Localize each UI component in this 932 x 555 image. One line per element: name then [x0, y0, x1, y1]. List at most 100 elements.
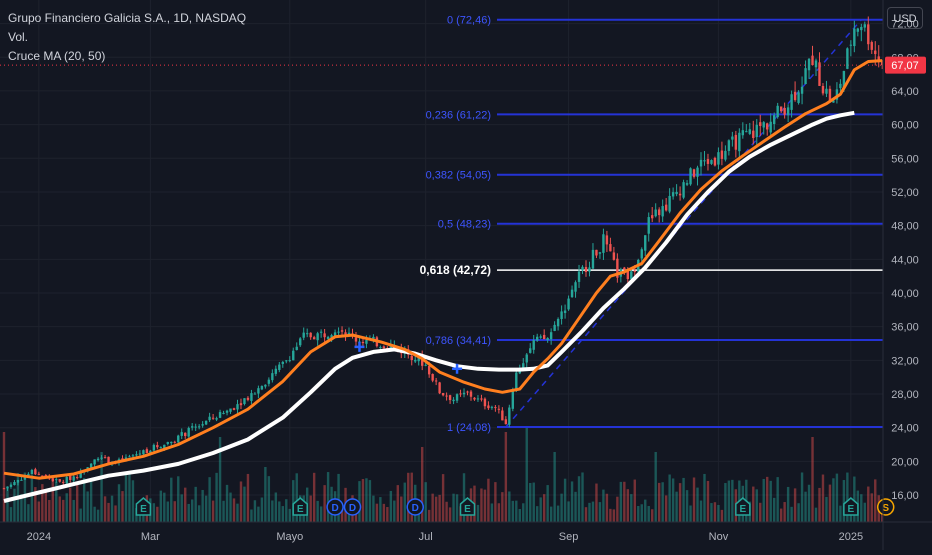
fib-trend-line [505, 19, 862, 428]
candle-body [567, 298, 570, 310]
volume-bar [480, 488, 483, 522]
volume-bar [696, 487, 699, 522]
candle [215, 416, 218, 422]
candle-body [766, 123, 769, 130]
candle-body [779, 106, 783, 112]
split-icon-letter: S [882, 503, 889, 514]
candle [299, 337, 302, 347]
candle-body [156, 445, 159, 448]
candle [145, 447, 149, 454]
candle-body [522, 363, 525, 369]
volume-bar [525, 427, 528, 522]
candle-body [661, 206, 664, 217]
candle-body [410, 355, 413, 361]
volume-bar [232, 498, 236, 522]
candle [563, 304, 567, 319]
candle [316, 331, 319, 346]
candle-body [274, 368, 278, 374]
volume-bar [208, 477, 211, 522]
fibonacci-retracement[interactable]: 1 (24,08) 0,786 (34,41) 0,618 (42,72) 0,5 (… [420, 15, 883, 434]
price-tick-label: 20,00 [891, 456, 919, 468]
time-tick-label: Mayo [276, 531, 303, 543]
candle-body [839, 83, 842, 89]
candle [462, 388, 466, 398]
candle [525, 353, 528, 368]
candle [560, 305, 563, 325]
candle-body [455, 394, 459, 401]
candle [804, 60, 807, 85]
volume-bar [152, 503, 156, 522]
volume-bar [724, 483, 727, 522]
candle [699, 152, 703, 176]
currency-button[interactable]: USD [887, 7, 923, 29]
candle-body [759, 122, 762, 127]
volume-bar [62, 499, 65, 522]
candle-body [640, 249, 643, 259]
price-axis[interactable]: 16,00 20,00 24,00 28,00 32,00 36,00 40,00 44,00… [891, 19, 919, 502]
candle [630, 268, 633, 280]
volume-bar [549, 506, 553, 522]
volume-bar [797, 503, 800, 522]
candle-body [41, 475, 44, 477]
event-marker-earnings: E [459, 497, 476, 516]
volume-bar [766, 476, 769, 522]
candle [445, 392, 448, 401]
ma-cross-indicator-label[interactable]: Cruce MA (20, 50) [8, 49, 106, 63]
ma-slow-line[interactable] [3, 110, 855, 503]
candle [532, 334, 535, 354]
volume-bar [591, 501, 595, 522]
candle [584, 260, 588, 277]
volume-indicator-label[interactable]: Vol. [8, 30, 29, 44]
candle [800, 76, 804, 105]
candle-body [511, 391, 515, 409]
candle-body [556, 318, 560, 327]
volume-bar [605, 493, 609, 522]
volume-bar [518, 508, 521, 522]
volume-bar [678, 483, 682, 522]
volume-bar [685, 490, 689, 522]
volume-bar [41, 484, 44, 522]
candle [685, 180, 689, 187]
candle [591, 243, 595, 270]
candle [668, 188, 671, 214]
time-axis[interactable]: 2024 Mar Mayo Jul Sep Nov 2025 [27, 531, 863, 543]
volume-bar [553, 452, 556, 522]
candle-body [69, 476, 72, 480]
candle [490, 405, 494, 410]
volume-bar [257, 506, 260, 522]
candle [257, 385, 260, 399]
volume-bar [779, 508, 783, 522]
candle [222, 410, 225, 415]
candle [469, 389, 473, 401]
cross-marker [452, 363, 463, 374]
event-marker-earnings: E [135, 497, 152, 516]
candle [253, 392, 257, 395]
volume-bar [55, 481, 58, 522]
candle [825, 80, 828, 98]
volume-bar [250, 509, 253, 522]
candle [267, 377, 271, 387]
volume-bar [598, 502, 602, 522]
volume-bar [156, 506, 159, 522]
candle [877, 45, 880, 68]
candle-body [797, 92, 800, 103]
candle [776, 102, 779, 119]
candle [20, 476, 23, 481]
fib-label: 0,382 (54,05) [426, 170, 491, 182]
candle [414, 355, 417, 364]
volume-bar [246, 473, 250, 522]
ma-fast-line[interactable] [3, 59, 883, 480]
volume-bar [173, 501, 176, 522]
volume-bar [410, 472, 413, 522]
candle [302, 327, 305, 341]
candle-body [717, 152, 720, 165]
candle [542, 329, 546, 340]
symbol-title[interactable]: Grupo Financiero Galicia S.A., 1D, NASDA… [8, 11, 247, 25]
candle [731, 131, 734, 147]
volume-bar [867, 486, 870, 522]
fib-label: 0,236 (61,22) [426, 109, 491, 121]
candle-body [190, 426, 194, 428]
